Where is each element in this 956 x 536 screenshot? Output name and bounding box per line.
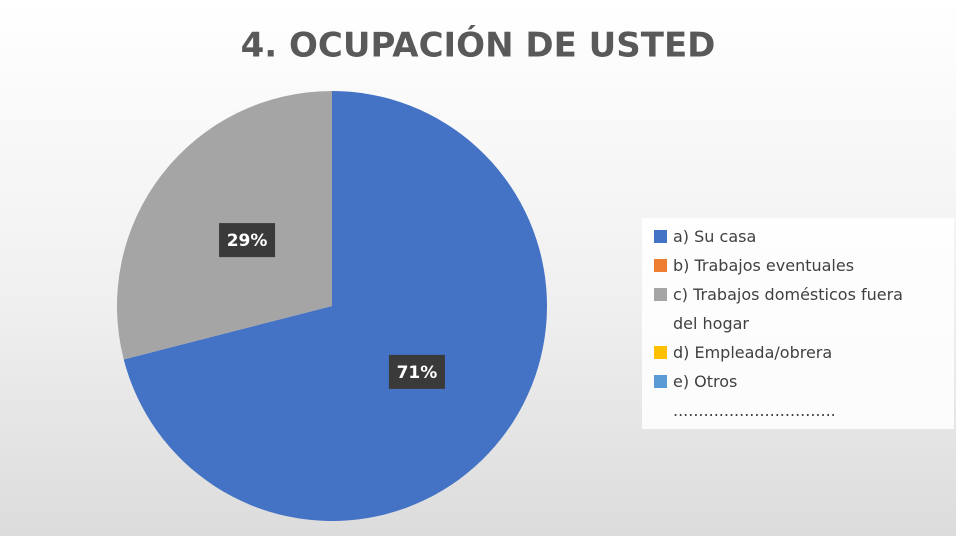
pie-slice	[123, 91, 547, 521]
chart-title: 4. OCUPACIÓN DE USTED	[241, 25, 716, 66]
legend-item: b) Trabajos eventuales	[654, 251, 954, 280]
legend-label: a) Su casa	[673, 227, 757, 246]
data-label-box	[388, 354, 445, 389]
legend-item: e) Otros ...............................…	[654, 367, 954, 425]
legend-swatch	[654, 288, 667, 301]
legend-item: c) Trabajos domésticos fuera del hogar	[654, 280, 954, 338]
legend-swatch	[654, 346, 667, 359]
legend-item: a) Su casa	[654, 222, 954, 251]
legend: a) Su casa b) Trabajos eventuales c) Traba…	[642, 218, 954, 429]
legend-label: c) Trabajos domésticos fuera del hogar	[673, 285, 903, 333]
legend-swatch	[654, 230, 667, 243]
data-label: 29%	[227, 231, 268, 251]
legend-label: b) Trabajos eventuales	[673, 256, 855, 275]
data-label: 71%	[397, 363, 438, 383]
legend-item: d) Empleada/obrera	[654, 338, 954, 367]
legend-label: e) Otros ...............................…	[673, 372, 836, 420]
legend-label: d) Empleada/obrera	[673, 343, 833, 362]
legend-swatch	[654, 259, 667, 272]
legend-swatch	[654, 375, 667, 388]
data-label-box	[219, 223, 276, 258]
